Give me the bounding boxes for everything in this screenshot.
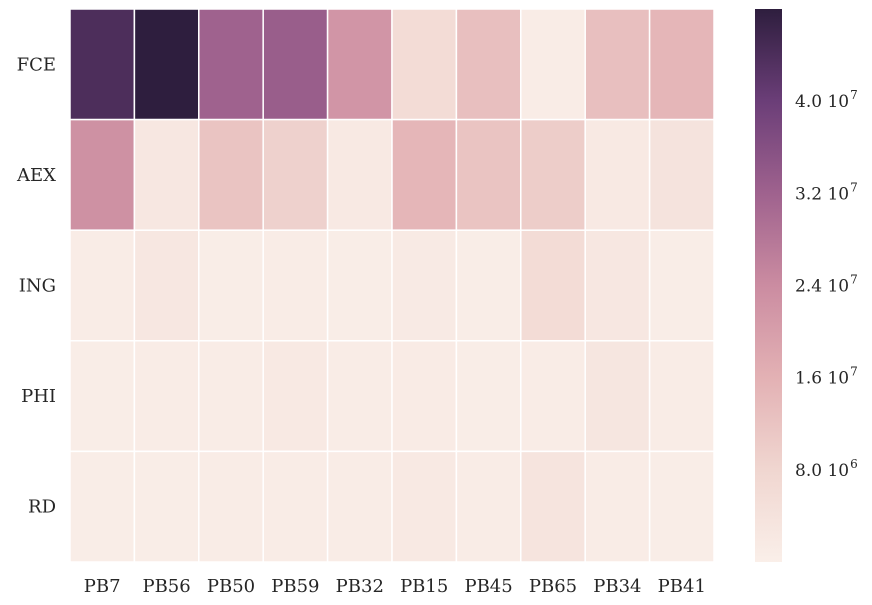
y-tick-label: AEX: [16, 165, 56, 186]
heatmap-cell-aex-pb65: [520, 118, 586, 231]
heatmap-cells: [69, 8, 715, 563]
y-tick-label: ING: [19, 276, 56, 297]
colorbar: [755, 9, 782, 562]
colorbar-tick-labels: 8.0 106 1.6 107 2.4 107 3.2 107 4.0 107: [795, 88, 858, 481]
heatmap-cell-rd-pb32: [326, 450, 393, 563]
colorbar-tick-label: 3.2 107: [795, 180, 858, 204]
heatmap-cell-rd-pb15: [391, 450, 458, 563]
x-tick-label: PB34: [593, 576, 641, 597]
y-tick-label: RD: [28, 497, 56, 518]
heatmap-cell-aex-pb34: [584, 118, 651, 231]
heatmap-cell-rd-pb34: [584, 450, 651, 563]
y-tick-label: FCE: [17, 54, 56, 75]
heatmap-cell-fce-pb15: [391, 8, 458, 121]
heatmap-cell-fce-pb50: [198, 8, 264, 121]
heatmap-cell-fce-pb41: [648, 8, 715, 121]
heatmap-cell-aex-pb32: [326, 118, 393, 231]
heatmap-cell-ing-pb34: [584, 229, 651, 342]
heatmap-cell-rd-pb59: [262, 450, 329, 563]
heatmap-cell-fce-pb65: [520, 8, 586, 121]
x-tick-label: PB59: [271, 576, 319, 597]
heatmap-cell-phi-pb7: [69, 340, 136, 453]
colorbar-tick-label: 8.0 106: [795, 457, 858, 481]
heatmap-cell-phi-pb59: [262, 340, 329, 453]
x-tick-label: PB41: [658, 576, 706, 597]
heatmap-cell-fce-pb59: [262, 8, 329, 121]
heatmap-cell-phi-pb15: [391, 340, 458, 453]
y-tick-label: PHI: [21, 386, 56, 407]
heatmap-cell-phi-pb45: [455, 340, 522, 453]
x-tick-label: PB32: [336, 576, 384, 597]
heatmap-cell-fce-pb34: [584, 8, 651, 121]
x-tick-label: PB45: [464, 576, 512, 597]
heatmap-cell-ing-pb41: [648, 229, 715, 342]
heatmap-cell-ing-pb32: [326, 229, 393, 342]
heatmap-cell-phi-pb34: [584, 340, 651, 453]
heatmap-cell-fce-pb7: [69, 8, 136, 121]
x-tick-label: PB7: [84, 576, 121, 597]
heatmap-cell-phi-pb32: [326, 340, 393, 453]
heatmap-cell-rd-pb45: [455, 450, 522, 563]
x-tick-labels: PB7 PB56 PB50 PB59 PB32 PB15 PB45 PB65 PB34 PB41: [84, 576, 706, 597]
heatmap-cell-ing-pb65: [520, 229, 586, 342]
heatmap-cell-ing-pb56: [133, 229, 200, 342]
heatmap-cell-fce-pb56: [133, 8, 200, 121]
heatmap-cell-phi-pb65: [520, 340, 586, 453]
heatmap-cell-ing-pb59: [262, 229, 329, 342]
heatmap-cell-fce-pb45: [455, 8, 522, 121]
heatmap-cell-ing-pb50: [198, 229, 264, 342]
heatmap-cell-aex-pb15: [391, 118, 458, 231]
heatmap-cell-aex-pb41: [648, 118, 715, 231]
heatmap-cell-aex-pb50: [198, 118, 264, 231]
heatmap-cell-rd-pb41: [648, 450, 715, 563]
heatmap-cell-phi-pb41: [648, 340, 715, 453]
heatmap-cell-aex-pb59: [262, 118, 329, 231]
heatmap-cell-phi-pb56: [133, 340, 200, 453]
colorbar-tick-label: 2.4 107: [795, 273, 858, 297]
x-tick-label: PB50: [207, 576, 255, 597]
heatmap-cell-rd-pb7: [69, 450, 136, 563]
x-tick-label: PB65: [529, 576, 577, 597]
colorbar-tick-label: 1.6 107: [795, 365, 858, 389]
heatmap-cell-aex-pb45: [455, 118, 522, 231]
heatmap-cell-ing-pb7: [69, 229, 136, 342]
heatmap-cell-ing-pb15: [391, 229, 458, 342]
heatmap-cell-rd-pb65: [520, 450, 586, 563]
colorbar-tick-label: 4.0 107: [795, 88, 858, 112]
heatmap-cell-aex-pb7: [69, 118, 136, 231]
heatmap-cell-rd-pb50: [198, 450, 264, 563]
heatmap-cell-fce-pb32: [326, 8, 393, 121]
x-tick-label: PB15: [400, 576, 448, 597]
y-tick-labels: FCE AEX ING PHI RD: [16, 54, 56, 517]
heatmap-cell-aex-pb56: [133, 118, 200, 231]
heatmap-cell-rd-pb56: [133, 450, 200, 563]
heatmap-cell-phi-pb50: [198, 340, 264, 453]
x-tick-label: PB56: [142, 576, 190, 597]
heatmap-cell-ing-pb45: [455, 229, 522, 342]
